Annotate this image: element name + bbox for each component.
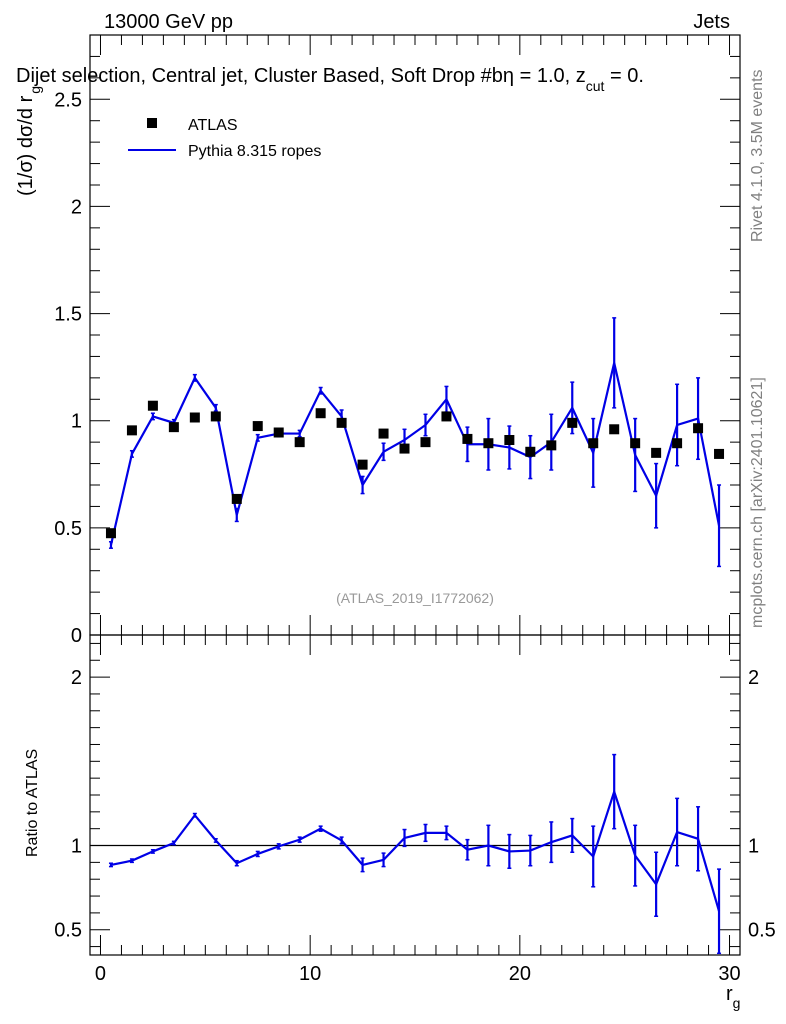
atlas-data-point	[546, 440, 557, 451]
ratio-y-tick-label-right: 0.5	[748, 920, 776, 942]
atlas-data-point	[693, 423, 704, 434]
main-y-label: (1/σ) dσ/d rg	[15, 86, 43, 196]
atlas-data-point	[168, 422, 179, 433]
rivet-label: Rivet 4.1.0, 3.5M events	[749, 69, 766, 242]
main-y-tick-label: 2.5	[54, 89, 82, 111]
atlas-data-point	[630, 438, 641, 449]
main-y-tick-label: 0	[71, 625, 82, 647]
main-axis-ticks	[90, 34, 740, 636]
atlas-data-point	[378, 428, 389, 439]
ratio-y-tick-label-right: 1	[748, 836, 759, 858]
xlabel-text: r	[726, 983, 733, 1005]
header-left-label: 13000 GeV pp	[104, 11, 233, 33]
ratio-y-label: Ratio to ATLAS	[24, 749, 41, 857]
title-sub: cut	[586, 78, 605, 94]
atlas-data-point	[315, 408, 326, 419]
ratio-y-tick-label: 1	[71, 836, 82, 858]
xlabel-sub: g	[733, 995, 741, 1011]
main-title: Dijet selection, Central jet, Cluster Ba…	[16, 65, 644, 94]
ratio-y-tick-label: 0.5	[54, 920, 82, 942]
ratio-y-tick-label: 2	[71, 667, 82, 689]
ratio-y-tick-label-right: 2	[748, 667, 759, 689]
atlas-data-point	[231, 493, 242, 504]
pythia-series-line	[109, 362, 721, 546]
atlas-data-point	[609, 424, 620, 435]
atlas-data-point	[273, 427, 284, 438]
legend: ATLAS Pythia 8.315 ropes	[128, 117, 321, 160]
atlas-data-point	[252, 421, 263, 432]
atlas-data-point	[672, 438, 683, 449]
atlas-data-point	[126, 425, 137, 436]
legend-pythia-label: Pythia 8.315 ropes	[188, 143, 321, 160]
legend-atlas-marker	[147, 118, 157, 128]
x-axis-label: rg	[726, 983, 740, 1011]
x-tick-label: 10	[299, 963, 321, 985]
title-mid: = 1.0, z	[514, 65, 586, 87]
title-main: Dijet selection, Central jet, Cluster Ba…	[16, 65, 503, 87]
ratio-axis-ticks	[90, 635, 740, 955]
main-ylabel-sub: g	[27, 86, 43, 94]
mcplots-label: mcplots.cern.ch [arXiv:2401.10621]	[749, 377, 766, 628]
atlas-data-point	[357, 459, 368, 470]
title-end: = 0.	[604, 65, 643, 87]
atlas-data-point	[294, 437, 305, 448]
main-y-tick-labels: 0 0.5 1 1.5 2 2.5	[54, 89, 82, 647]
atlas-data-point	[714, 448, 725, 459]
ratio-series-line	[110, 788, 721, 912]
main-data-layer	[105, 317, 725, 568]
atlas-data-point	[336, 417, 347, 428]
atlas-data-point	[210, 411, 221, 422]
atlas-data-point	[483, 438, 494, 449]
main-y-tick-label: 1	[71, 411, 82, 433]
x-tick-label: 20	[509, 963, 531, 985]
main-y-tick-label: 1.5	[54, 304, 82, 326]
atlas-data-point	[105, 528, 116, 539]
x-tick-label: 0	[95, 963, 106, 985]
ratio-plot-frame	[89, 634, 741, 956]
x-tick-labels: 0 10 20 30	[95, 963, 741, 985]
x-tick-label: 30	[718, 963, 740, 985]
svg-text:(1/σ) dσ/d rg: (1/σ) dσ/d rg	[15, 86, 43, 196]
atlas-data-point	[504, 435, 515, 445]
main-y-tick-label: 2	[71, 196, 82, 218]
ratio-y-tick-labels: 0.5 0.5 1 1 2 2	[54, 667, 776, 942]
atlas-data-point	[651, 447, 662, 458]
atlas-data-point	[399, 443, 410, 454]
atlas-data-point	[525, 446, 536, 457]
atlas-data-point	[441, 411, 452, 422]
atlas-data-point	[462, 433, 473, 444]
legend-atlas-label: ATLAS	[188, 117, 238, 134]
main-ylabel-text: (1/σ) dσ/d r	[15, 95, 37, 196]
atlas-data-point	[567, 417, 578, 428]
atlas-data-point	[147, 400, 158, 411]
analysis-watermark: (ATLAS_2019_I1772062)	[336, 590, 494, 606]
atlas-data-point	[588, 438, 599, 449]
atlas-data-point	[420, 437, 431, 448]
header-right-label: Jets	[693, 11, 730, 33]
atlas-data-point	[189, 412, 200, 423]
main-y-tick-label: 0.5	[54, 518, 82, 540]
title-eta: η	[503, 65, 514, 87]
ratio-data-layer	[90, 753, 740, 955]
